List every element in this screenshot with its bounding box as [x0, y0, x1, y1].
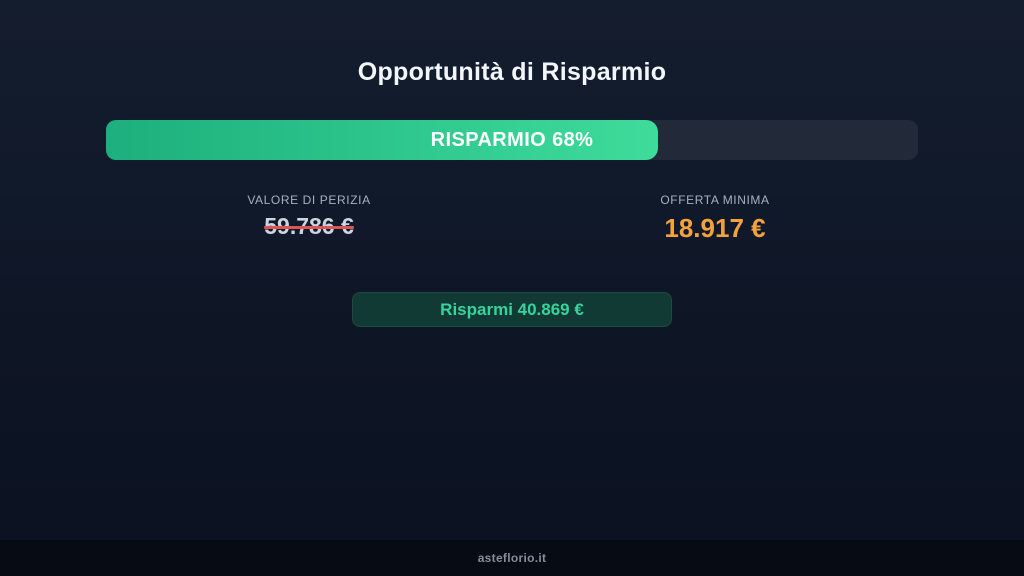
progress-track: RISPARMIO 68%	[106, 120, 918, 160]
progress-label: RISPARMIO 68%	[430, 128, 594, 151]
savings-panel: Opportunità di Risparmio RISPARMIO 68% V…	[106, 58, 918, 327]
minimum-offer-value: 18.917 €	[664, 213, 766, 243]
stats-row: VALORE DI PERIZIA 59.786 € OFFERTA MINIM…	[106, 193, 918, 244]
progress-fill	[106, 120, 659, 160]
page-title: Opportunità di Risparmio	[357, 58, 667, 86]
savings-amount-badge: Risparmi 40.869 €	[352, 292, 672, 327]
savings-progress: RISPARMIO 68%	[106, 120, 918, 160]
minimum-offer-stat: OFFERTA MINIMA 18.917 €	[512, 193, 918, 244]
appraisal-stat: VALORE DI PERIZIA 59.786 €	[106, 193, 512, 244]
appraisal-label: VALORE DI PERIZIA	[247, 193, 371, 207]
appraisal-value: 59.786 €	[264, 213, 354, 239]
site-name: asteflorio.it	[477, 551, 547, 565]
minimum-offer-label: OFFERTA MINIMA	[660, 193, 770, 207]
footer-bar: asteflorio.it	[0, 540, 1024, 576]
